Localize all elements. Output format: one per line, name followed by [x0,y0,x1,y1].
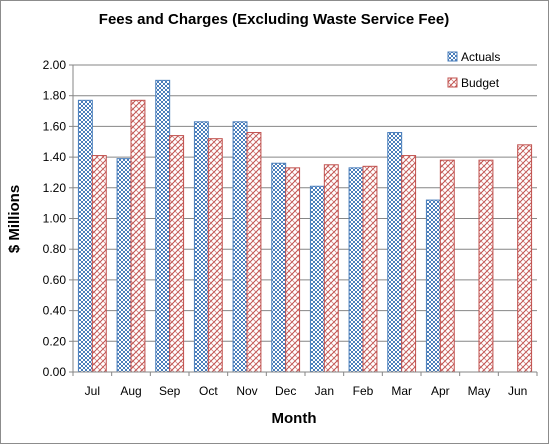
bar-actuals-nov [232,121,248,373]
x-tick-label-jan: Jan [315,384,334,398]
x-axis-ticks: Jul Aug Sep Oct Nov Dec Jan Feb Mar Apr May Jun [72,372,538,398]
x-tick-label-feb: Feb [353,384,374,398]
bar-actuals-mar [387,132,403,373]
y-tick-label: 0.00 [43,365,67,379]
x-tick-label-dec: Dec [275,384,296,398]
bar-actuals-jan [309,185,325,373]
y-tick-label: 1.00 [43,212,67,226]
bar-actuals-dec [271,162,287,373]
x-tick-label-may: May [468,384,491,398]
bar-budget-jul [91,155,107,373]
x-tick-label-aug: Aug [120,384,141,398]
bar-actuals-aug [116,158,132,373]
gridlines [73,64,537,342]
legend: Actuals Budget [447,50,500,90]
bar-budget-oct [207,138,223,373]
y-axis-title: $ Millions [6,185,23,253]
x-tick-label-apr: Apr [431,384,450,398]
bar-actuals-apr [425,199,441,373]
legend-label-actuals: Actuals [461,50,500,64]
y-tick-label: 0.60 [43,273,67,287]
legend-swatch-budget [447,77,458,88]
chart-title: Fees and Charges (Excluding Waste Servic… [99,11,449,28]
x-axis-title: Month [272,410,317,427]
legend-label-budget: Budget [461,76,500,90]
y-tick-label: 2.00 [43,58,67,72]
y-tick-label: 0.40 [43,304,67,318]
bar-budget-apr [439,159,455,373]
legend-swatch-actuals [447,51,458,62]
bar-budget-jun [517,144,533,373]
bar-budget-may [478,159,494,373]
y-tick-label: 1.20 [43,181,67,195]
x-tick-label-nov: Nov [236,384,257,398]
y-axis-ticks: 0.00 0.20 0.40 0.60 0.80 1.00 1.20 1.40 1.60 1.80… [43,58,73,379]
y-tick-label: 1.80 [43,89,67,103]
bar-actuals-sep [155,79,171,373]
bar-budget-sep [169,135,185,373]
x-tick-label-jun: Jun [508,384,527,398]
y-tick-label: 0.20 [43,334,67,348]
x-tick-label-jul: Jul [85,384,100,398]
bar-budget-feb [362,165,378,373]
y-tick-label: 1.60 [43,119,67,133]
bar-actuals-jul [77,99,93,373]
bar-budget-mar [401,155,417,373]
x-tick-label-oct: Oct [199,384,218,398]
bar-actuals-oct [193,121,209,373]
bar-budget-nov [246,132,262,373]
bar-budget-dec [285,167,301,373]
y-tick-label: 1.40 [43,150,67,164]
y-tick-label: 0.80 [43,242,67,256]
x-tick-label-mar: Mar [391,384,412,398]
bar-budget-aug [130,99,146,373]
bar-budget-jan [323,164,339,373]
bar-actuals-feb [348,167,364,373]
x-tick-label-sep: Sep [159,384,181,398]
